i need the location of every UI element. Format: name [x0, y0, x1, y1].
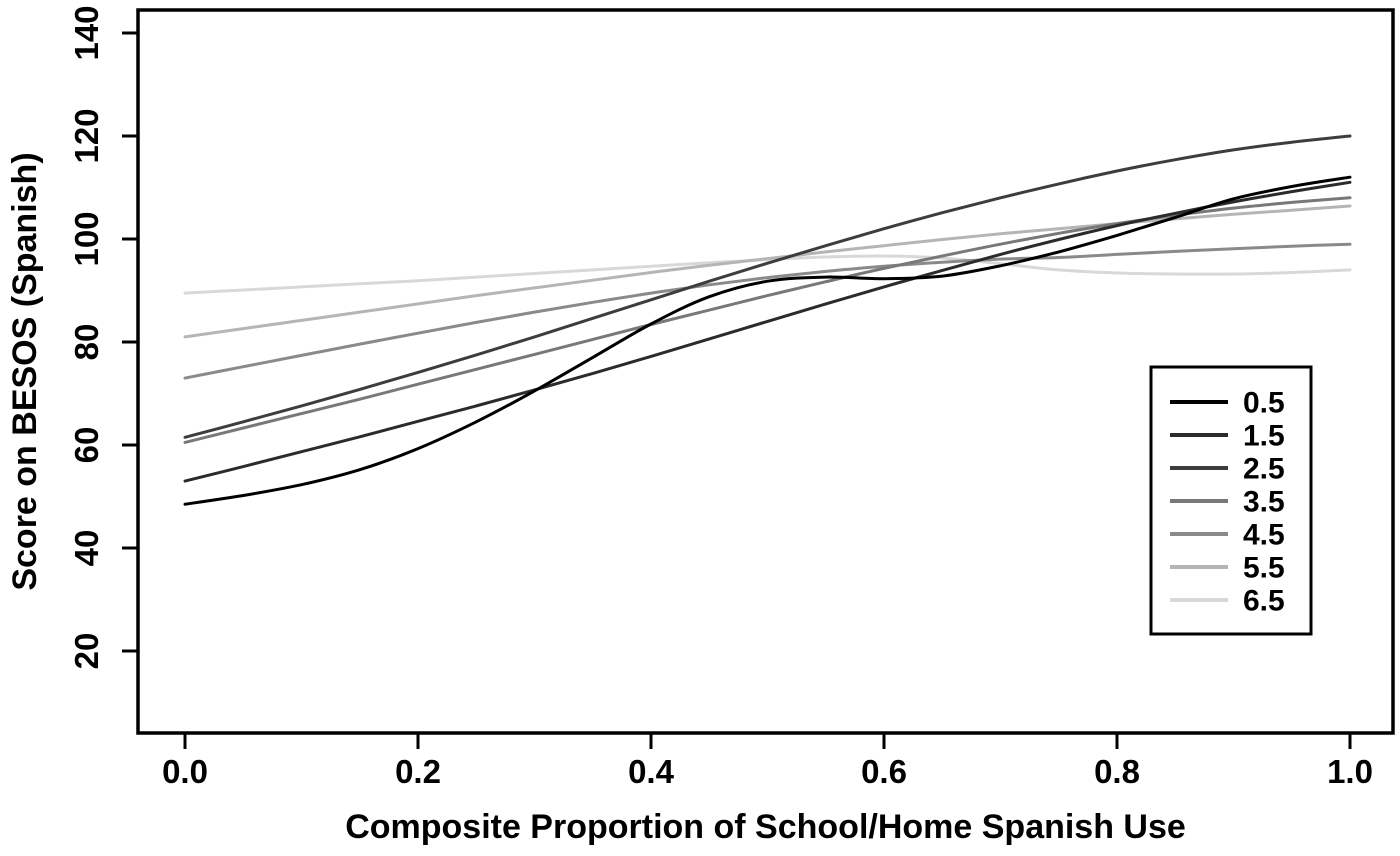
series-line-0.5 — [183, 175, 1352, 506]
x-tick-label: 0.0 — [162, 753, 208, 790]
series-line-4.5 — [183, 242, 1352, 380]
y-tick-label: 100 — [68, 211, 105, 266]
y-tick-label: 60 — [68, 427, 105, 464]
x-tick-label: 0.2 — [395, 753, 441, 790]
legend-label-5.5: 5.5 — [1243, 552, 1285, 585]
x-tick-label: 0.4 — [628, 753, 675, 790]
y-tick-label: 20 — [68, 633, 105, 670]
y-tick-label: 140 — [68, 5, 105, 60]
series-line-2.5 — [183, 134, 1352, 439]
x-tick-label: 0.8 — [1094, 753, 1140, 790]
legend-label-4.5: 4.5 — [1243, 519, 1285, 552]
legend-label-3.5: 3.5 — [1243, 486, 1285, 519]
legend-label-2.5: 2.5 — [1243, 453, 1285, 486]
legend-label-6.5: 6.5 — [1243, 585, 1285, 618]
x-tick-label: 0.6 — [861, 753, 907, 790]
series-line-5.5 — [183, 204, 1352, 339]
y-axis-title: Score on BESOS (Spanish) — [6, 152, 44, 590]
y-tick-label: 120 — [68, 108, 105, 163]
x-axis-title: Composite Proportion of School/Home Span… — [345, 808, 1186, 846]
y-tick-label: 80 — [68, 324, 105, 361]
legend-label-1.5: 1.5 — [1243, 420, 1285, 453]
legend-label-0.5: 0.5 — [1243, 387, 1285, 420]
y-tick-label: 40 — [68, 530, 105, 567]
series-line-1.5 — [183, 180, 1352, 483]
x-tick-label: 1.0 — [1327, 753, 1373, 790]
